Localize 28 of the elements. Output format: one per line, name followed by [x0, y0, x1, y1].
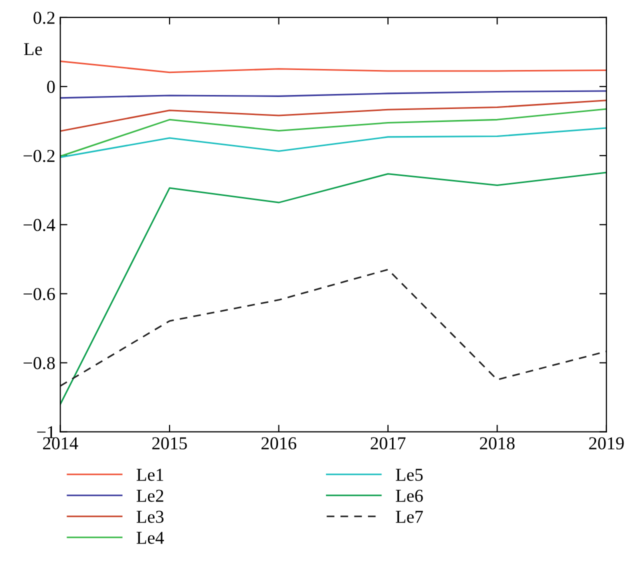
line-series	[60, 127, 606, 158]
x-tick-label: 2017	[370, 437, 406, 450]
line-series	[60, 90, 606, 99]
line-series	[60, 108, 606, 158]
legend-label: Le4	[136, 532, 164, 544]
line-series	[60, 100, 606, 132]
line-series	[60, 60, 606, 74]
legend-label: Le1	[136, 468, 164, 481]
y-tick-label: −0.2	[24, 150, 54, 162]
y-tick-label: −1	[37, 426, 54, 438]
y-axis-title: Le	[24, 43, 42, 56]
legend-label: Le5	[396, 468, 423, 481]
y-tick-label: 0.2	[34, 12, 54, 24]
y-tick-label: −0.4	[24, 218, 56, 232]
x-tick-label: 2016	[262, 437, 296, 450]
y-tick-label: −0.8	[24, 357, 55, 370]
x-tick-label: 2014	[43, 437, 78, 450]
line-series	[60, 172, 606, 405]
y-tick-label: −0.6	[24, 288, 55, 300]
legend-label: Le6	[396, 490, 423, 502]
legend-label: Le7	[396, 510, 423, 523]
x-tick-label: 2018	[480, 437, 515, 450]
x-tick-label: 2019	[589, 437, 624, 450]
y-tick-label: 0	[47, 80, 55, 93]
x-tick-label: 2015	[152, 437, 187, 450]
line-series	[60, 268, 606, 387]
legend-label: Le2	[136, 490, 164, 502]
legend-label: Le3	[136, 510, 164, 523]
